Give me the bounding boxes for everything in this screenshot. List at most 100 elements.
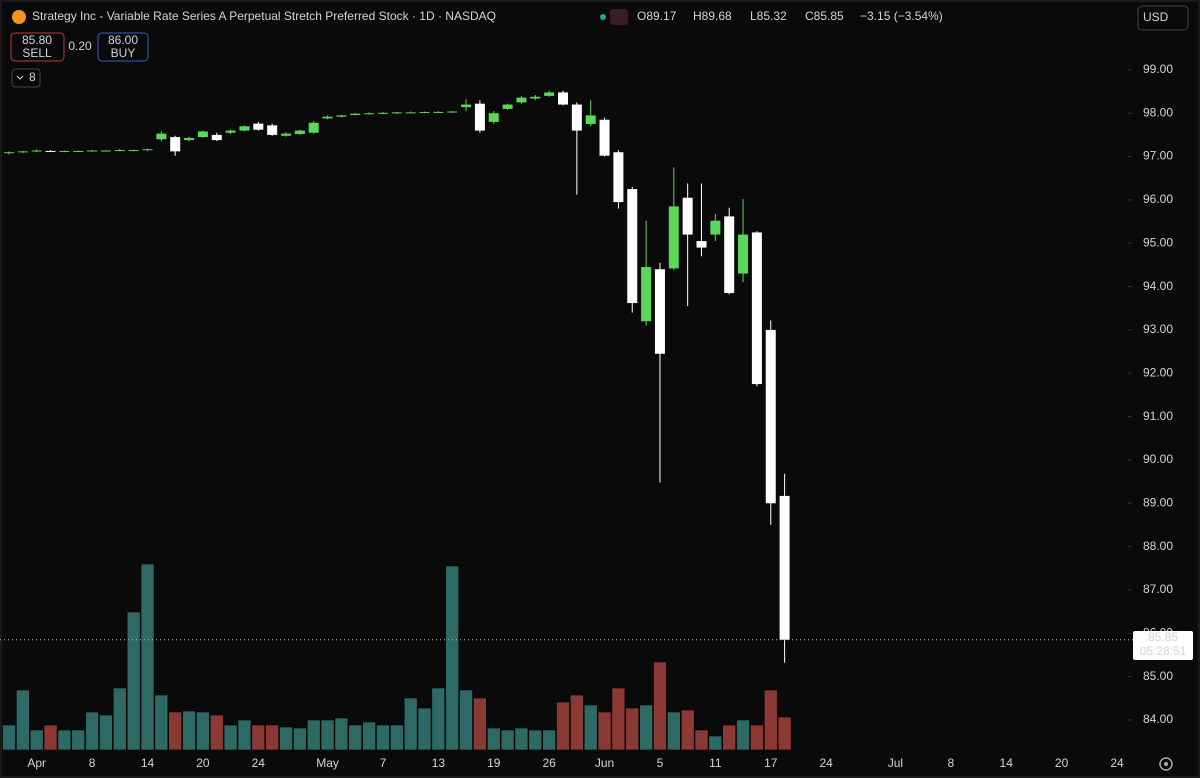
x-tick-label: 14 [141,756,155,770]
candle-body [322,116,333,119]
candle-body [433,111,444,113]
volume-bar [251,724,266,751]
volume-bar [2,724,16,751]
candle-body [779,495,790,640]
volume-bar [486,727,501,751]
x-tick-label: 13 [432,756,446,770]
settings-icon[interactable] [1159,757,1173,771]
candle-body [461,104,472,108]
x-tick-label: 11 [709,756,722,770]
candle-body [571,104,582,131]
volume-bar [694,729,709,751]
currency-button[interactable] [1137,5,1189,31]
sell-label: SELL [22,46,52,60]
candle-body [751,232,762,385]
volume-bar [653,661,667,751]
candle-body [391,112,402,114]
volume-bar [43,724,58,751]
candle-body [128,150,139,152]
candle-body [336,115,347,117]
x-tick-label: 26 [542,756,556,770]
x-tick-label: May [316,756,339,770]
countdown: 05:28:51 [1140,644,1187,658]
y-tick-label: 94.00 [1143,279,1173,293]
candle-body [544,92,555,96]
candle-body [377,112,388,114]
candle-body [253,123,264,130]
ohlc-high: H89.68 [693,9,732,23]
volume-bar [113,687,127,751]
candle-body [364,113,375,115]
x-tick-label: Apr [27,756,46,770]
volume-bar [85,711,99,751]
x-tick-label: 20 [196,756,210,770]
volume-bar [16,689,30,751]
volume-bar [639,704,653,751]
volume-bar [182,710,196,751]
candle-body [530,96,541,99]
volume-bar [570,694,584,751]
volume-bar [583,704,598,751]
x-tick-label: 24 [819,756,833,770]
candle-body [765,329,776,504]
volume-bar [154,694,169,751]
candle-body [516,97,527,103]
ohlc-low: L85.32 [750,9,787,23]
candle-body [114,150,125,152]
candle-body [294,130,305,135]
indicators-toggle[interactable] [11,68,41,88]
volume-bar [362,721,376,751]
x-tick-label: 24 [1110,756,1124,770]
volume-bar [556,701,570,751]
candle-body [710,220,721,235]
candle-body [184,137,195,141]
volume-bar [168,711,182,751]
y-tick-label: 96.00 [1143,192,1173,206]
volume-bar [71,729,86,751]
candle-body [281,133,291,136]
candle-body [668,206,679,269]
candle-body [17,151,28,153]
volume-bar [473,697,487,751]
volume-bar [265,724,279,751]
volume-bar [722,724,737,751]
volume-bar [500,729,515,751]
volume-bar [625,707,640,751]
volume-bar [708,735,723,751]
candle-body [447,111,458,113]
y-tick-label: 88.00 [1143,539,1173,553]
y-tick-label: 95.00 [1143,235,1173,249]
currency: USD [1143,10,1169,24]
sell-button[interactable] [10,32,65,62]
y-tick-label: 98.00 [1143,105,1173,119]
candle-body [4,152,14,154]
candle-body [211,134,222,141]
volume-bar [666,711,681,751]
candle-body [405,112,416,114]
buy-button[interactable] [97,32,149,62]
x-tick-label: 19 [487,756,501,770]
volume-bar [528,729,543,751]
volume-bar [334,717,349,751]
status-icon [610,9,628,25]
candle-body [156,133,167,140]
y-tick-label: 90.00 [1143,452,1173,466]
x-tick-label: 20 [1055,756,1069,770]
volume-bar [140,563,155,751]
candle-body [419,111,430,113]
x-tick-label: Jun [595,756,614,770]
candle-body [502,104,513,109]
candle-body [239,126,250,131]
volume-bar [99,714,113,751]
volume-bar [403,697,418,751]
chart-title: Strategy Inc - Variable Rate Series A Pe… [32,9,496,23]
ohlc-open: O89.17 [637,9,677,23]
y-tick-label: 92.00 [1143,365,1173,379]
last-price-box [1133,631,1193,660]
buy-price: 86.00 [108,33,138,47]
candle-body [100,150,111,152]
y-tick-label: 93.00 [1143,322,1173,336]
indicators-count: 8 [29,70,36,84]
status-dot [600,14,606,20]
